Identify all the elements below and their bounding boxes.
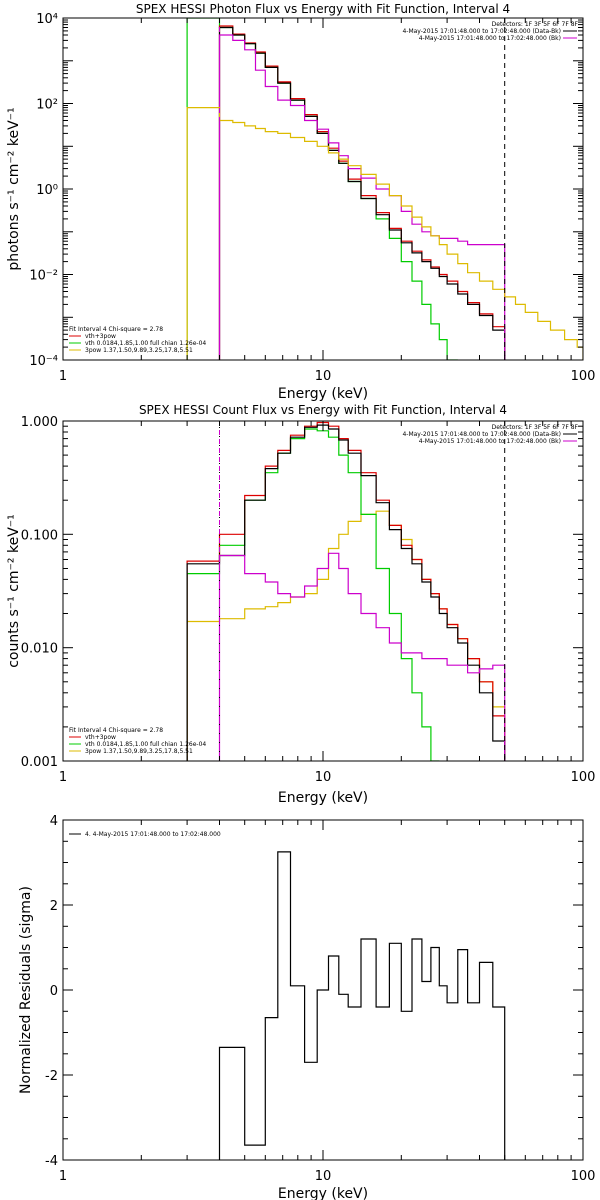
legend-text: 4-May-2015 17:01:48.000 to 17:02:48.000 … <box>419 35 561 42</box>
legend-text: vth+3pow <box>85 734 116 741</box>
chart-panel-3: 1 10 100 -4 -2 0 2 4 Energy (keV) Normalized Resi… <box>18 814 595 1200</box>
series-line-3 <box>186 421 506 761</box>
legend-text: Detectors: 1F 3F 5F 6F 7F 8F <box>492 424 579 431</box>
y-tick-label: 0.001 <box>21 755 58 770</box>
legend-text: 4-May-2015 17:01:48.000 to 17:02:48.000 … <box>419 438 561 445</box>
y-tick-label: 10⁻⁴ <box>29 354 58 369</box>
x-tick-label: 100 <box>571 369 596 384</box>
legend-text: vth+3pow <box>85 333 116 340</box>
y-tick-label: -2 <box>45 1069 58 1084</box>
y-tick-label: 0 <box>50 984 58 999</box>
y-tick-label: 2 <box>50 899 58 914</box>
y-tick-label: 1.000 <box>21 415 58 430</box>
x-axis-label: Energy (keV) <box>278 386 368 402</box>
y-tick-label: 0.010 <box>21 642 58 657</box>
y-tick-label: -4 <box>45 1154 58 1169</box>
x-tick-label: 10 <box>315 369 332 384</box>
series-group <box>218 851 506 1160</box>
legend-text: 3pow 1.37,1.50,9.89,3.25,17.8,5.51 <box>85 347 193 354</box>
chart-panel-1: SPEX HESSI Photon Flux vs Energy with Fi… <box>6 2 595 402</box>
x-tick-label: 10 <box>315 1169 332 1184</box>
series-line-4 <box>218 34 506 360</box>
chart-panel-2: SPEX HESSI Count Flux vs Energy with Fit… <box>6 403 595 806</box>
series-group <box>186 421 506 761</box>
series-line-5 <box>218 552 506 761</box>
series-line-2 <box>186 428 440 761</box>
legend-text: 4. 4-May-2015 17:01:48.000 to 17:02:48.0… <box>85 831 221 838</box>
chart-title: SPEX HESSI Count Flux vs Energy with Fit… <box>139 403 507 417</box>
legend-text: Fit Interval 4 Chi-square = 2.78 <box>69 326 163 333</box>
y-tick-label: 10² <box>36 98 58 113</box>
x-tick-label: 100 <box>571 1169 596 1184</box>
legend-text: 3pow 1.37,1.50,9.89,3.25,17.8,5.51 <box>85 748 193 755</box>
legend-text: Detectors: 1F 3F 5F 6F 7F 8F <box>492 21 579 28</box>
x-tick-label: 100 <box>571 770 596 785</box>
legend-text: 4-May-2015 17:01:48.000 to 17:02:48.000 … <box>402 431 561 438</box>
y-axis-label: photons s⁻¹ cm⁻² keV⁻¹ <box>6 107 22 270</box>
y-axis-label: counts s⁻¹ cm⁻² keV⁻¹ <box>6 514 22 668</box>
legend-text: 4-May-2015 17:01:48.000 to 17:02:48.000 … <box>402 28 561 35</box>
series-line-1 <box>186 18 458 360</box>
x-tick-label: 10 <box>315 770 332 785</box>
chart-title: SPEX HESSI Photon Flux vs Energy with Fi… <box>136 2 510 16</box>
y-tick-label: 4 <box>50 814 58 829</box>
x-tick-label: 1 <box>59 1169 67 1184</box>
legend-text: Fit Interval 4 Chi-square = 2.78 <box>69 727 163 734</box>
x-tick-label: 1 <box>59 369 67 384</box>
x-tick-label: 1 <box>59 770 67 785</box>
series-line-3 <box>218 26 506 360</box>
y-tick-label: 10⁰ <box>36 183 58 198</box>
legend-text: vth 0.0184,1.85,1.00 full chian 1.26e-04 <box>85 340 206 347</box>
y-tick-label: 10⁻² <box>29 269 58 284</box>
x-axis-label: Energy (keV) <box>278 1186 368 1200</box>
series-line-5 <box>186 107 583 360</box>
series-line-1 <box>218 851 506 1160</box>
legend-text: vth 0.0184,1.85,1.00 full chian 1.26e-04 <box>85 741 206 748</box>
y-axis-label: Normalized Residuals (sigma) <box>18 886 34 1094</box>
series-line-4 <box>186 424 506 761</box>
series-line-1 <box>186 510 506 761</box>
series-line-2 <box>218 25 506 360</box>
series-group <box>186 18 583 360</box>
y-tick-label: 0.100 <box>21 528 58 543</box>
y-tick-label: 10⁴ <box>36 12 58 27</box>
x-axis-label: Energy (keV) <box>278 790 368 806</box>
